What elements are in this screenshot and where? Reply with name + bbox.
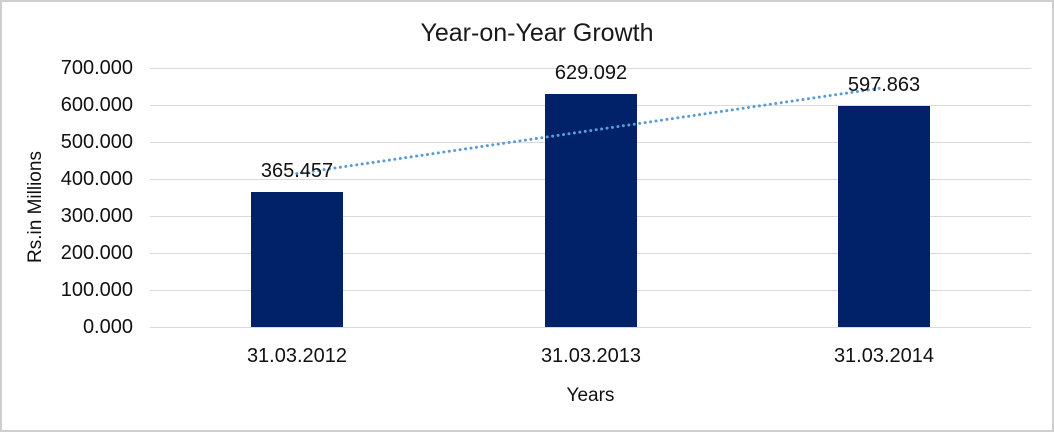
y-tick-label: 700.000	[60, 57, 133, 79]
gridline	[150, 327, 1031, 328]
bar-data-label: 365.457	[260, 160, 334, 182]
y-tick-label: 500.000	[60, 131, 133, 153]
bar	[251, 192, 343, 327]
y-tick-label: 300.000	[60, 205, 133, 227]
x-axis-title: Years	[566, 385, 615, 406]
y-axis-title: Rs.in Millions	[25, 151, 46, 263]
category-label: 31.03.2014	[833, 345, 935, 367]
bar-data-label: 629.092	[554, 62, 628, 84]
y-tick-label: 600.000	[60, 94, 133, 116]
bar	[838, 106, 930, 327]
y-tick-label: 0.000	[82, 316, 133, 338]
bar-data-label: 597.863	[847, 74, 921, 96]
bar	[545, 94, 637, 327]
category-label: 31.03.2012	[246, 345, 348, 367]
category-label: 31.03.2013	[540, 345, 642, 367]
y-tick-label: 200.000	[60, 242, 133, 264]
y-tick-label: 400.000	[60, 168, 133, 190]
y-tick-label: 100.000	[60, 279, 133, 301]
chart-title: Year-on-Year Growth	[420, 19, 654, 47]
gridline	[150, 68, 1031, 69]
